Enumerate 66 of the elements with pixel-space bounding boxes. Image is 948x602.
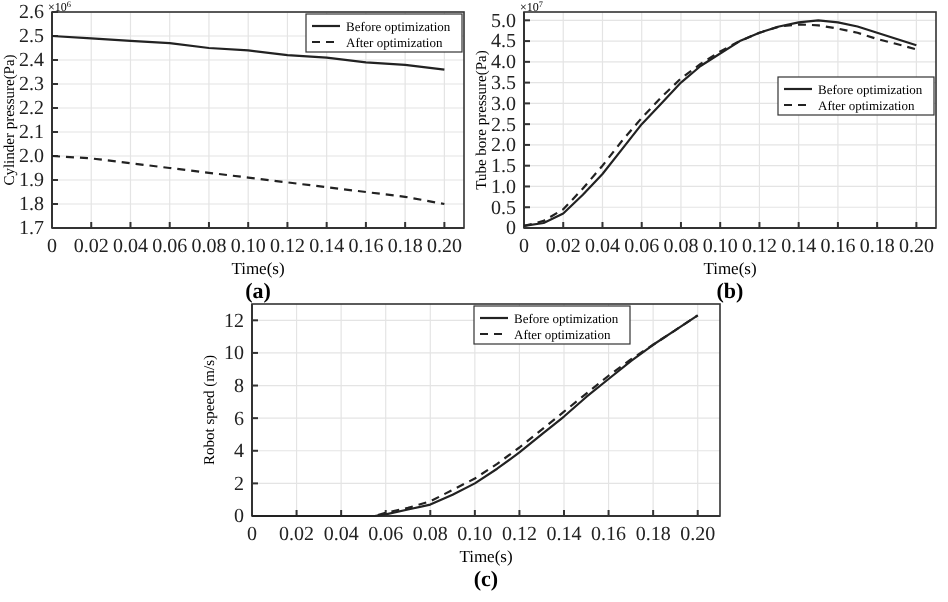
y-tick-label: 3.5 xyxy=(491,73,516,96)
y-tick-label: 2.0 xyxy=(19,146,44,169)
y-tick-label: 1.0 xyxy=(491,176,516,199)
x-tick-label: 0.02 xyxy=(545,236,581,259)
y-tick-label: 5.0 xyxy=(491,10,516,33)
y-tick-label: 2.6 xyxy=(19,2,44,25)
x-axis-title: Time(s) xyxy=(703,258,757,278)
y-tick-label: 0.5 xyxy=(491,197,516,220)
x-tick-label: 0.18 xyxy=(387,236,423,259)
x-tick-label: 0.06 xyxy=(624,236,660,259)
x-tick-label: 0.18 xyxy=(635,524,671,547)
y-tick-label: 4.0 xyxy=(491,52,516,75)
x-tick-label: 0.14 xyxy=(309,236,345,259)
x-tick-label: 0.14 xyxy=(546,524,582,547)
x-tick-label: 0.08 xyxy=(663,236,699,259)
y-tick-label: 4.5 xyxy=(491,31,516,54)
x-axis-title: Time(s) xyxy=(231,258,285,278)
y-tick-label: 12 xyxy=(224,310,244,333)
x-tick-label: 0.18 xyxy=(859,236,895,259)
y-tick-label: 0 xyxy=(506,218,516,241)
y-tick-label: 2.4 xyxy=(19,50,44,73)
text: (b) xyxy=(716,280,745,304)
x-tick-label: 0.16 xyxy=(348,236,384,259)
y-tick-label: 1.9 xyxy=(19,170,44,193)
x-tick-label: 0.10 xyxy=(457,524,493,547)
x-tick-label: 0.10 xyxy=(230,236,266,259)
y-tick-label: 2.2 xyxy=(19,98,44,121)
x-tick-label: 0.12 xyxy=(501,524,537,547)
line-series xyxy=(50,154,446,206)
x-tick-label: 0.04 xyxy=(112,236,148,259)
line-series xyxy=(50,34,446,71)
x-tick-label: 0.20 xyxy=(426,236,462,259)
y-tick-label: 2.5 xyxy=(491,114,516,137)
y-tick-label: 2.3 xyxy=(19,74,44,97)
x-tick-label: 0.12 xyxy=(741,236,777,259)
x-tick-label: 0.06 xyxy=(368,524,404,547)
y-tick-label: 2 xyxy=(234,473,244,496)
x-tick-label: 0.02 xyxy=(279,524,315,547)
y-tick-label: 8 xyxy=(234,375,244,398)
text: (a) xyxy=(245,280,272,304)
x-tick-label: 0.08 xyxy=(191,236,227,259)
x-tick-label: 0.04 xyxy=(323,524,359,547)
y-tick-label: 10 xyxy=(224,343,244,366)
y-tick-label: 0 xyxy=(234,506,244,529)
x-tick-label: 0.16 xyxy=(591,524,627,547)
y-tick-label: 6 xyxy=(234,408,244,431)
x-tick-label: 0.20 xyxy=(898,236,934,259)
x-tick-label: 0.20 xyxy=(680,524,716,547)
x-tick-label: 0.12 xyxy=(269,236,305,259)
y-tick-label: 1.7 xyxy=(19,218,44,241)
x-tick-label: 0.02 xyxy=(73,236,109,259)
y-tick-label: 2.1 xyxy=(19,122,44,145)
x-axis-title: Time(s) xyxy=(459,546,513,566)
x-tick-label: 0.08 xyxy=(412,524,448,547)
y-tick-label: 4 xyxy=(234,441,244,464)
x-tick-label: 0.10 xyxy=(702,236,738,259)
y-tick-label: 1.8 xyxy=(19,194,44,217)
y-tick-label: 1.5 xyxy=(491,156,516,179)
x-tick-label: 0.04 xyxy=(584,236,620,259)
x-tick-label: 0.16 xyxy=(820,236,856,259)
y-tick-label: 3.0 xyxy=(491,93,516,116)
y-tick-label: 2.5 xyxy=(19,26,44,49)
x-tick-label: 0.14 xyxy=(781,236,817,259)
y-tick-label: 2.0 xyxy=(491,135,516,158)
text: (c) xyxy=(473,568,499,592)
x-tick-label: 0.06 xyxy=(152,236,188,259)
